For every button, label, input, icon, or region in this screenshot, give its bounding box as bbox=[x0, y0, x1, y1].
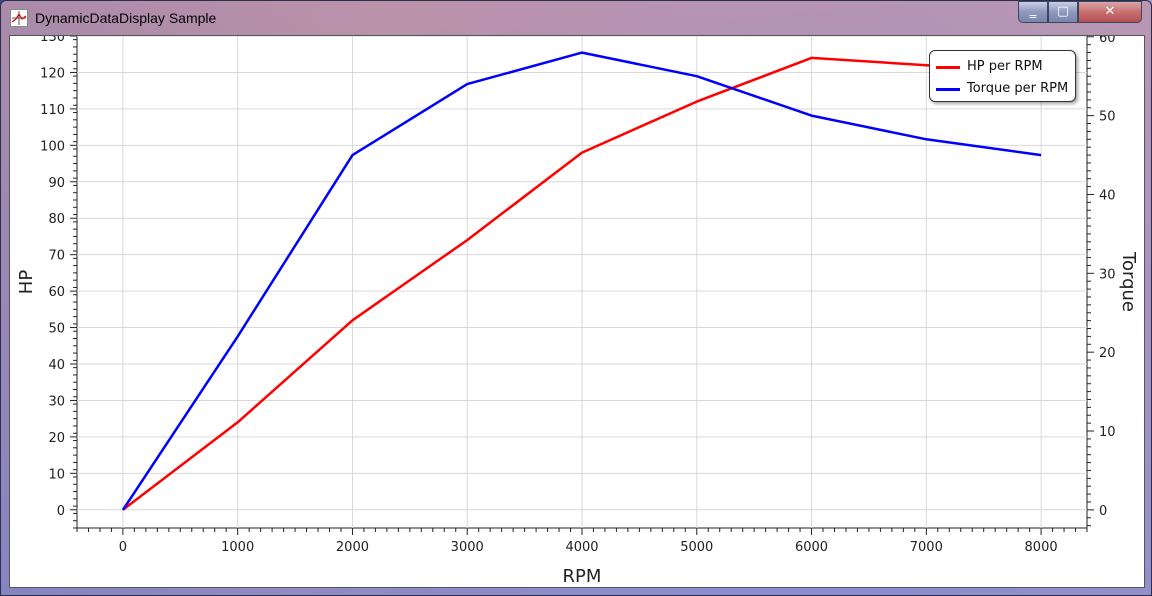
y2-tick-label: 50 bbox=[1099, 110, 1116, 125]
y-tick-label: 100 bbox=[40, 139, 65, 154]
x-tick-label: 4000 bbox=[565, 540, 598, 555]
legend: HP per RPM Torque per RPM bbox=[929, 50, 1076, 102]
y-tick-label: 40 bbox=[48, 358, 65, 373]
series-lines bbox=[121, 51, 1042, 511]
legend-item-torque: Torque per RPM bbox=[936, 80, 1076, 98]
torque-series-line bbox=[121, 51, 1042, 511]
maximize-icon: ▢ bbox=[1056, 4, 1070, 19]
y2-tick-label: 30 bbox=[1099, 267, 1116, 282]
y-tick-label: 90 bbox=[48, 176, 65, 191]
legend-swatch-hp bbox=[936, 66, 960, 69]
legend-swatch-torque bbox=[936, 88, 960, 91]
y2-tick-label: 60 bbox=[1099, 36, 1116, 46]
y-tick-label: 130 bbox=[40, 36, 65, 45]
x-tick-label: 5000 bbox=[680, 540, 713, 555]
chart-area: 0 1000 2000 3000 4000 5000 6000 7000 8000 0 10 20 30… bbox=[9, 35, 1145, 588]
y-tick-label: 10 bbox=[48, 467, 65, 482]
grid bbox=[76, 36, 1088, 529]
legend-label-torque: Torque per RPM bbox=[967, 81, 1069, 96]
y-tick-label: 20 bbox=[48, 431, 65, 446]
y-tick-label: 0 bbox=[57, 504, 65, 519]
chart-app-icon bbox=[10, 9, 28, 27]
x-tick-label: 0 bbox=[119, 540, 127, 555]
close-icon: ✕ bbox=[1104, 4, 1116, 19]
y-tick-label: 30 bbox=[48, 394, 65, 409]
y-tick-label: 110 bbox=[40, 103, 65, 118]
axes: 0 1000 2000 3000 4000 5000 6000 7000 80000102030… bbox=[40, 36, 1116, 555]
title-bar[interactable]: DynamicDataDisplay Sample ‗ ▢ ✕ bbox=[1, 1, 1151, 35]
y-tick-label: 80 bbox=[48, 212, 65, 227]
close-button[interactable]: ✕ bbox=[1078, 1, 1142, 23]
y-tick-label: 50 bbox=[48, 322, 65, 337]
x-tick-label: 6000 bbox=[795, 540, 828, 555]
y-tick-label: 70 bbox=[48, 249, 65, 264]
x-axis-title: RPM bbox=[563, 566, 602, 587]
window-title: DynamicDataDisplay Sample bbox=[35, 10, 217, 26]
y-tick-label: 60 bbox=[48, 285, 65, 300]
minimize-button[interactable]: ‗ bbox=[1018, 1, 1048, 23]
y-tick-label: 120 bbox=[40, 66, 65, 81]
x-tick-label: 7000 bbox=[910, 540, 943, 555]
y2-tick-label: 0 bbox=[1099, 504, 1107, 519]
x-tick-label: 2000 bbox=[336, 540, 369, 555]
x-tick-label: 1000 bbox=[221, 540, 254, 555]
legend-item-hp: HP per RPM bbox=[936, 58, 1076, 76]
x-tick-label: 8000 bbox=[1025, 540, 1058, 555]
maximize-button[interactable]: ▢ bbox=[1048, 1, 1078, 23]
y2-tick-label: 10 bbox=[1099, 425, 1116, 440]
y2-axis-title: Torque bbox=[1118, 251, 1139, 312]
minimize-icon: ‗ bbox=[1029, 4, 1037, 19]
y2-tick-label: 40 bbox=[1099, 188, 1116, 203]
line-chart[interactable]: 0 1000 2000 3000 4000 5000 6000 7000 80000102030… bbox=[10, 36, 1144, 587]
y-axis-title: HP bbox=[16, 270, 37, 295]
legend-label-hp: HP per RPM bbox=[967, 59, 1043, 74]
x-tick-label: 3000 bbox=[451, 540, 484, 555]
hp-series-line bbox=[122, 56, 1042, 511]
y2-tick-label: 20 bbox=[1099, 346, 1116, 361]
